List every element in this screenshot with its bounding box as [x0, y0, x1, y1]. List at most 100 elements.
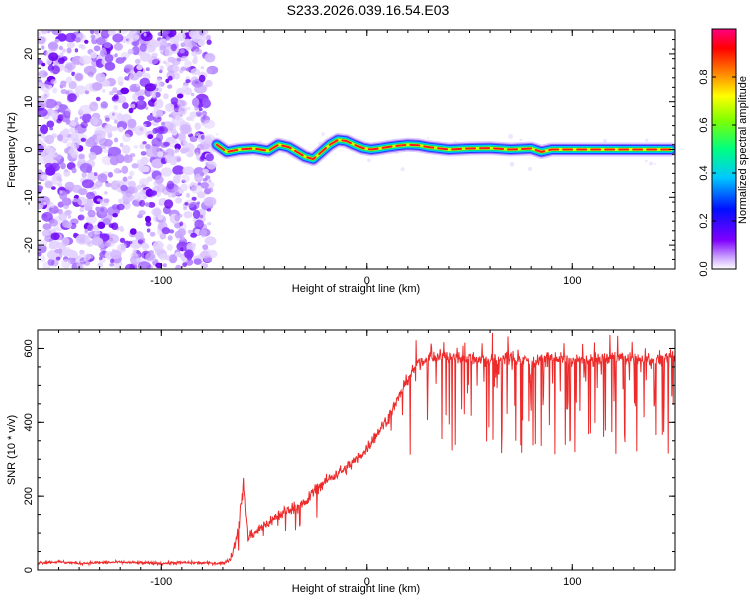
- noise-blob: [137, 100, 144, 106]
- noise-blob: [49, 202, 55, 208]
- noise-blob: [176, 157, 181, 162]
- colorbar-tick-label: 0.0: [698, 261, 710, 276]
- noise-blob: [38, 58, 42, 65]
- noise-blob: [78, 153, 85, 160]
- noise-blob: [44, 235, 53, 242]
- noise-blob: [100, 101, 109, 109]
- noise-blob: [205, 162, 209, 166]
- noise-blob: [180, 55, 189, 62]
- noise-blob: [172, 165, 185, 176]
- noise-blob: [127, 175, 133, 180]
- noise-blob: [195, 111, 202, 117]
- noise-blob: [143, 32, 147, 37]
- noise-blob: [128, 240, 133, 244]
- noise-blob: [60, 80, 67, 86]
- noise-blob: [56, 118, 62, 124]
- noise-blob: [100, 30, 110, 39]
- noise-blob: [141, 184, 147, 189]
- noise-blob: [118, 198, 123, 204]
- noise-blob: [81, 113, 92, 123]
- noise-blob: [184, 249, 194, 259]
- noise-blob: [183, 211, 193, 219]
- noise-blob: [204, 236, 217, 246]
- noise-blob: [86, 165, 93, 174]
- noise-blob: [136, 257, 142, 263]
- noise-blob: [116, 95, 127, 104]
- noise-blob: [95, 206, 101, 212]
- noise-blob: [189, 111, 199, 118]
- colorbar-tick-label: 0.8: [698, 69, 710, 84]
- noise-blob: [190, 68, 201, 76]
- snr-ytick-label: 600: [23, 339, 35, 357]
- noise-blob: [107, 30, 116, 36]
- noise-blob: [174, 148, 180, 153]
- noise-blob: [175, 174, 182, 179]
- noise-blob: [122, 193, 134, 202]
- noise-blob: [194, 105, 199, 111]
- noise-blob: [114, 53, 118, 58]
- noise-blob: [168, 193, 173, 198]
- noise-blob: [151, 108, 164, 118]
- noise-blob: [59, 190, 63, 194]
- noise-blob: [140, 151, 147, 156]
- snr-xtick-label: 100: [563, 576, 581, 588]
- noise-blob: [44, 180, 53, 189]
- noise-blob: [163, 93, 169, 100]
- noise-blob: [162, 30, 171, 35]
- noise-blob: [119, 142, 124, 148]
- noise-blob: [180, 147, 188, 154]
- signal-track-core: [215, 138, 672, 161]
- noise-blob: [176, 241, 189, 252]
- noise-blob: [139, 143, 145, 149]
- noise-blob: [117, 114, 125, 122]
- noise-blob: [107, 233, 119, 244]
- noise-blob: [71, 184, 83, 193]
- noise-blob: [145, 67, 150, 72]
- noise-blob: [46, 120, 55, 128]
- noise-blob: [67, 250, 78, 259]
- noise-blob: [122, 56, 127, 61]
- noise-blob: [202, 244, 209, 250]
- noise-blob: [160, 167, 173, 177]
- noise-speck: [645, 159, 648, 163]
- noise-blob: [38, 251, 42, 257]
- noise-blob: [165, 254, 171, 261]
- noise-blob: [101, 88, 106, 93]
- noise-blob: [147, 134, 154, 140]
- noise-blob: [97, 173, 108, 183]
- noise-blob: [64, 32, 77, 43]
- noise-blob: [38, 82, 42, 87]
- noise-blob: [155, 262, 163, 269]
- noise-blob: [134, 58, 141, 64]
- noise-blob: [120, 243, 127, 249]
- noise-blob: [83, 65, 97, 76]
- noise-blob: [74, 117, 79, 122]
- noise-blob: [104, 241, 112, 248]
- spectrogram-ytick-label: -20: [23, 237, 35, 253]
- noise-blob: [113, 42, 123, 51]
- noise-blob: [186, 116, 193, 121]
- noise-blob: [38, 185, 44, 191]
- noise-blob: [162, 263, 167, 268]
- spectrogram-ytick-label: 0: [23, 146, 35, 152]
- noise-blob: [85, 138, 95, 148]
- noise-blob: [38, 154, 52, 165]
- noise-blob: [67, 214, 72, 219]
- noise-blob: [119, 225, 124, 231]
- noise-blob: [177, 93, 184, 99]
- noise-blob: [112, 87, 118, 94]
- noise-blob: [111, 222, 119, 230]
- colorbar-gradient: [711, 28, 737, 270]
- noise-blob: [47, 258, 55, 266]
- snr-xtick-label: 0: [364, 576, 370, 588]
- noise-blob: [180, 42, 186, 48]
- noise-blob: [104, 191, 108, 195]
- noise-blob: [138, 210, 146, 216]
- noise-blob: [113, 105, 119, 111]
- noise-blob: [208, 178, 212, 183]
- noise-blob: [114, 119, 118, 124]
- noise-blob: [170, 43, 177, 52]
- noise-blob: [190, 232, 198, 238]
- spectrogram-xtick-label: 0: [364, 275, 370, 287]
